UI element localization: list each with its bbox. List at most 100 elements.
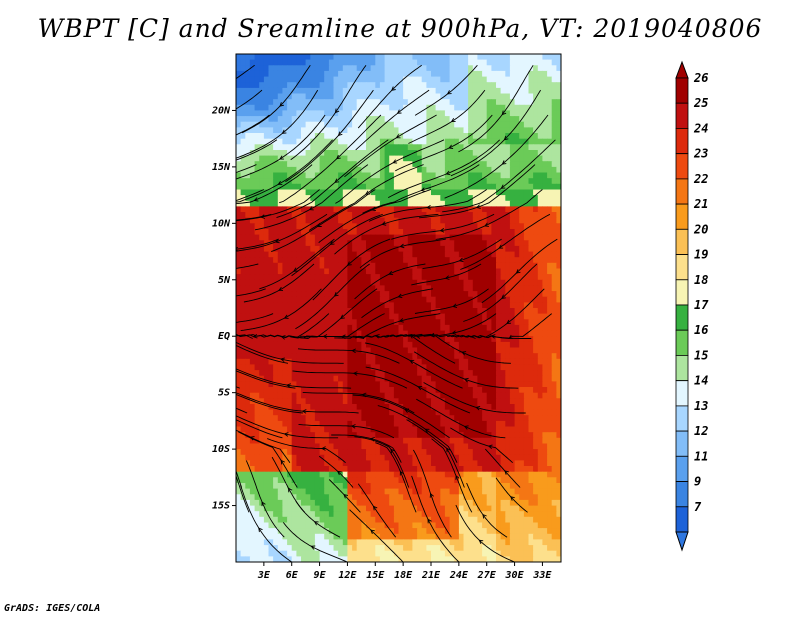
field-cell: [287, 279, 293, 286]
field-cell: [426, 234, 432, 241]
field-cell: [472, 144, 478, 151]
field-cell: [347, 274, 353, 281]
field-cell: [496, 324, 502, 332]
field-cell: [523, 65, 530, 72]
field-cell: [314, 65, 321, 72]
field-cell: [444, 251, 451, 258]
field-cell: [491, 223, 497, 230]
field-cell: [277, 189, 283, 196]
field-cell: [245, 178, 251, 185]
field-cell: [482, 392, 488, 399]
field-cell: [426, 330, 432, 337]
field-cell: [491, 144, 497, 151]
field-cell: [324, 308, 330, 315]
field-cell: [389, 358, 395, 365]
field-cell: [514, 426, 520, 433]
field-cell: [240, 415, 246, 422]
field-cell: [542, 172, 548, 179]
field-cell: [435, 200, 441, 207]
field-cell: [389, 121, 395, 128]
field-cell: [273, 161, 279, 168]
field-cell: [338, 291, 344, 298]
field-cell: [519, 155, 525, 162]
field-cell: [319, 262, 325, 269]
field-cell: [431, 121, 437, 128]
field-cell: [407, 313, 413, 320]
field-cell: [468, 127, 474, 134]
field-cell: [296, 313, 302, 320]
field-cell: [431, 353, 437, 360]
field-cell: [468, 392, 474, 399]
field-cell: [523, 87, 530, 95]
field-cell: [486, 195, 492, 202]
field-cell: [384, 358, 390, 365]
field-cell: [277, 370, 283, 377]
field-cell: [310, 268, 316, 275]
field-cell: [277, 308, 283, 315]
field-cell: [310, 262, 316, 269]
field-cell: [412, 257, 418, 264]
field-cell: [505, 426, 511, 433]
field-cell: [361, 240, 367, 247]
field-cell: [236, 138, 242, 145]
field-cell: [519, 420, 525, 428]
field-cell: [375, 229, 381, 236]
field-cell: [477, 449, 483, 456]
field-cell: [245, 127, 251, 134]
field-cell: [463, 54, 469, 61]
field-cell: [324, 420, 330, 428]
field-cell: [519, 370, 525, 377]
field-cell: [542, 93, 548, 100]
field-cell: [523, 415, 530, 422]
field-cell: [523, 110, 530, 117]
field-cell: [472, 449, 478, 456]
field-cell: [268, 59, 274, 66]
field-cell: [236, 133, 242, 140]
field-cell: [263, 296, 270, 303]
field-cell: [249, 409, 256, 416]
field-cell: [431, 133, 437, 140]
field-cell: [287, 324, 293, 332]
field-cell: [366, 274, 372, 281]
field-cell: [370, 172, 376, 179]
field-cell: [263, 76, 270, 83]
field-cell: [236, 432, 242, 439]
field-cell: [240, 76, 246, 83]
field-cell: [375, 133, 381, 140]
field-cell: [366, 375, 372, 382]
field-cell: [305, 54, 311, 61]
field-cell: [245, 302, 251, 309]
field-cell: [319, 195, 325, 202]
field-cell: [547, 189, 553, 196]
field-cell: [519, 206, 525, 213]
field-cell: [282, 404, 288, 411]
field-cell: [291, 392, 297, 399]
field-cell: [282, 324, 288, 332]
field-cell: [547, 432, 553, 439]
field-cell: [259, 308, 265, 315]
field-cell: [454, 217, 460, 224]
field-cell: [333, 358, 339, 365]
field-cell: [412, 285, 418, 292]
field-cell: [259, 454, 265, 461]
field-cell: [305, 324, 311, 332]
field-cell: [356, 420, 362, 428]
field-cell: [556, 291, 561, 298]
field-cell: [361, 313, 367, 320]
field-cell: [505, 54, 511, 61]
field-cell: [347, 443, 353, 450]
field-cell: [352, 420, 358, 428]
field-cell: [440, 330, 446, 337]
field-cell: [505, 268, 511, 275]
field-cell: [468, 178, 474, 185]
field-cell: [236, 262, 242, 269]
field-cell: [421, 443, 427, 450]
field-cell: [454, 262, 460, 269]
field-cell: [505, 245, 511, 253]
field-cell: [314, 454, 321, 461]
field-cell: [301, 449, 307, 456]
field-cell: [301, 54, 307, 61]
field-cell: [296, 291, 302, 298]
field-cell: [496, 449, 502, 456]
field-cell: [356, 375, 362, 382]
